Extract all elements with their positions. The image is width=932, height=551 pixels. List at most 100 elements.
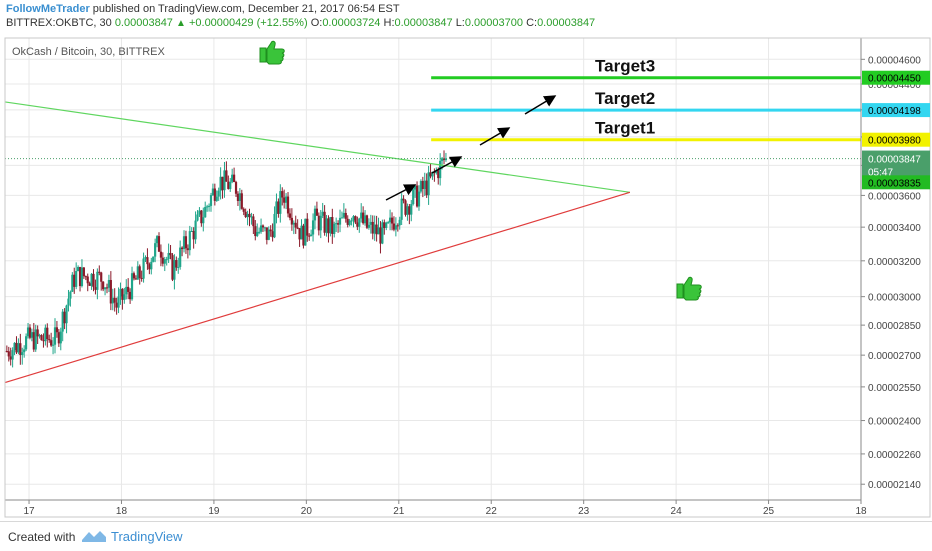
candle-body: [396, 225, 399, 227]
x-axis[interactable]: 17 18 19 20 21 22 23 24 25 18: [23, 500, 867, 517]
candle-body: [254, 226, 257, 237]
candle-body: [32, 332, 35, 350]
candle-body: [154, 243, 157, 257]
candle-body: [225, 170, 228, 182]
candle-body: [48, 339, 51, 341]
candle-body: [15, 342, 18, 353]
candle-body: [406, 206, 409, 215]
close-value: 0.00003847: [537, 17, 596, 29]
candle-body: [109, 279, 112, 304]
high-label: H:: [383, 17, 395, 29]
candle-body: [40, 335, 43, 341]
candles: [5, 150, 448, 368]
candle-body: [186, 248, 189, 251]
y-tick-label: 0.00002850: [868, 321, 921, 332]
candle-body: [80, 267, 84, 287]
candle-body: [248, 213, 251, 218]
price-chart[interactable]: Target1 Target2 Target3 OkCash / Bitcoin, …: [0, 32, 932, 521]
plot-area[interactable]: [5, 38, 861, 500]
candle-body: [175, 260, 178, 268]
candle-body: [157, 236, 161, 252]
candle-body: [155, 236, 159, 244]
close-label: C:: [526, 17, 538, 29]
candle-body: [354, 216, 357, 223]
candle-body: [327, 218, 330, 234]
candle-body: [321, 211, 324, 216]
trendlines: [4, 101, 861, 384]
candle-body: [125, 286, 128, 295]
candle-body: [134, 278, 137, 280]
candle-body: [127, 286, 130, 292]
candle-body: [129, 291, 132, 300]
candle-body: [30, 332, 33, 338]
candle-body: [63, 311, 66, 324]
candle-body: [313, 208, 317, 221]
candle-body: [331, 217, 334, 234]
candle-body: [103, 287, 107, 290]
candle-body: [198, 210, 201, 215]
candle-body: [200, 210, 203, 224]
candle-body: [69, 291, 72, 299]
candle-body: [28, 327, 32, 338]
candle-body: [46, 327, 49, 340]
candle-body: [392, 223, 396, 230]
countdown-label: 05:47: [868, 168, 893, 179]
candle-body: [358, 218, 361, 227]
candle-body: [246, 213, 249, 218]
candle-body: [325, 218, 328, 233]
candle-body: [44, 327, 47, 342]
arrow-3: [479, 127, 511, 146]
candle-body: [138, 266, 141, 278]
candle-body: [173, 260, 176, 280]
candle-body: [42, 340, 45, 342]
y-tick-label: 0.00004600: [868, 55, 921, 66]
candle-body: [352, 216, 355, 221]
candle-body: [86, 276, 89, 284]
candle-body: [435, 170, 438, 174]
candle-body: [363, 215, 367, 224]
publish-info: FollowMeTrader published on TradingView.…: [6, 3, 400, 15]
candle-body: [144, 257, 147, 259]
x-tick-label: 22: [486, 506, 498, 517]
candle-body: [335, 223, 338, 225]
target-label: Target3: [595, 57, 655, 76]
tradingview-link[interactable]: TradingView: [111, 529, 183, 544]
y-axis[interactable]: 0.000046000.000044000.000042000.00004000…: [861, 55, 921, 491]
candle-body: [344, 212, 347, 219]
candle-body: [100, 272, 103, 282]
candle-body: [229, 181, 232, 189]
candle-body: [215, 196, 218, 201]
second-price-tag-label: 0.00003835: [868, 178, 921, 189]
candle-body: [302, 225, 305, 246]
up-arrow-icon: ▲: [176, 18, 186, 29]
candle-body: [227, 181, 230, 189]
candle-body: [350, 220, 353, 222]
target-price-tag: [862, 70, 930, 85]
candle-body: [315, 208, 319, 216]
high-value: 0.00003847: [394, 17, 453, 29]
symbol-label: BITTREX:OKBTC, 30: [6, 17, 112, 29]
candle-body: [346, 218, 349, 225]
candle-body: [394, 225, 397, 230]
candle-body: [188, 231, 191, 251]
candle-body: [310, 234, 313, 237]
candle-body: [221, 176, 224, 191]
candle-body: [329, 217, 332, 234]
candle-body: [96, 271, 99, 290]
candle-body: [90, 273, 93, 286]
candle-body: [304, 218, 307, 246]
footer: Created with TradingView: [0, 521, 932, 551]
publisher-link[interactable]: FollowMeTrader: [6, 3, 90, 15]
target-label: Target1: [595, 119, 655, 138]
candle-body: [271, 231, 274, 238]
candle-body: [415, 185, 419, 207]
candle-body: [333, 223, 336, 234]
candle-body: [121, 288, 124, 300]
candle-body: [398, 219, 401, 226]
candle-body: [277, 201, 280, 214]
candle-body: [348, 220, 351, 225]
candle-body: [440, 158, 444, 161]
y-tick-label: 0.00003000: [868, 293, 921, 304]
candle-body: [342, 212, 345, 218]
target-price-tag: [862, 132, 930, 147]
